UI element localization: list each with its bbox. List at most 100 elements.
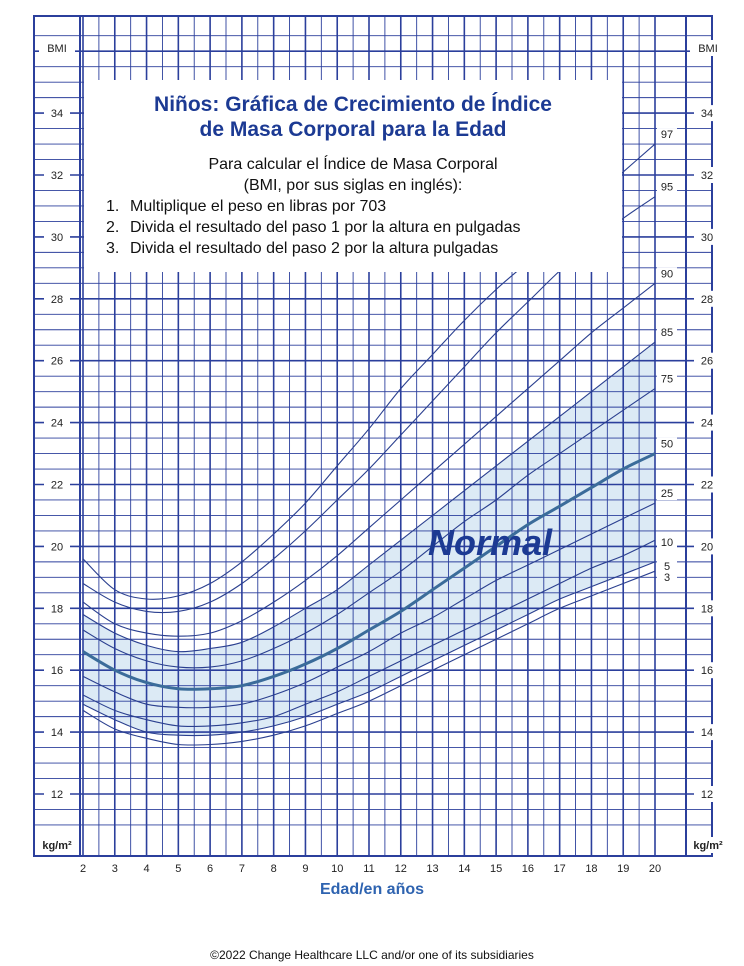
percentile-label-25: 25 (661, 488, 673, 500)
y-tick-bg (44, 538, 70, 555)
x-tick-label: 3 (112, 863, 118, 875)
y-tick-label-right: 18 (701, 603, 713, 615)
y-tick-bg (44, 786, 70, 802)
calc-step-number: 3. (106, 240, 120, 257)
y-tick-bg (694, 167, 720, 183)
calc-step: 2. Divida el resultado del paso 1 por la … (106, 217, 622, 238)
x-tick-label: 18 (585, 863, 597, 875)
percentile-label-bg (657, 180, 677, 194)
y-tick-bg (694, 600, 720, 617)
y-tick-label-left: 30 (51, 232, 63, 244)
unit-label-bg (688, 837, 728, 853)
axis-label-bg (39, 40, 75, 56)
y-tick-bg (694, 290, 720, 307)
y-tick-bg (694, 662, 720, 679)
y-tick-label-right: 34 (701, 108, 713, 120)
x-tick-label: 6 (207, 863, 213, 875)
percentile-label-10: 10 (661, 537, 673, 549)
percentile-label-bg (657, 437, 677, 451)
copyright-footer: ©2022 Change Healthcare LLC and/or one o… (210, 948, 534, 962)
normal-band-label: Normal (428, 522, 553, 563)
x-tick-label: 11 (363, 863, 374, 875)
y-tick-label-right: 20 (701, 541, 713, 553)
y-tick-bg (44, 352, 70, 369)
percentile-label-bg (657, 536, 677, 550)
percentile-curve-5 (82, 561, 656, 737)
calc-step: 1. Multiplique el peso en libras por 703 (106, 196, 622, 217)
calc-step-number: 1. (106, 198, 120, 215)
x-tick-label: 13 (426, 863, 438, 875)
x-tick-label: 14 (458, 863, 470, 875)
chart-info-box: Niños: Gráfica de Crecimiento de Índice … (84, 80, 622, 272)
x-tick-label: 19 (617, 863, 629, 875)
x-axis-title: Edad/en años (320, 881, 424, 898)
y-tick-bg (44, 414, 70, 431)
chart-title-line2: de Masa Corporal para la Edad (199, 118, 507, 141)
percentile-label-97: 97 (661, 129, 673, 141)
percentile-label-bg (657, 571, 677, 585)
y-tick-label-right: 14 (701, 727, 713, 739)
percentile-label-bg (657, 487, 677, 501)
x-tick-label: 5 (175, 863, 181, 875)
percentile-curve-85 (82, 341, 656, 653)
percentile-label-bg (657, 128, 677, 142)
y-tick-bg (44, 105, 70, 122)
calc-step-text: Multiplique el peso en libras por 703 (130, 198, 387, 215)
y-tick-bg (44, 600, 70, 617)
x-tick-label: 15 (490, 863, 502, 875)
calc-step: 3. Divida el resultado del paso 2 por la … (106, 238, 622, 259)
calc-steps-list: 1. Multiplique el peso en libras por 703 … (84, 196, 622, 259)
y-tick-label-left: 16 (51, 665, 63, 677)
y-tick-label-left: 24 (51, 418, 63, 430)
percentile-curve-50 (82, 452, 656, 691)
y-tick-label-left: 14 (51, 727, 63, 739)
x-tick-label: 16 (522, 863, 534, 875)
y-tick-label-left: 20 (51, 541, 63, 553)
y-tick-bg (694, 538, 720, 555)
y-tick-label-right: 24 (701, 418, 713, 430)
x-tick-label: 20 (649, 863, 661, 875)
y-tick-label-left: 34 (51, 108, 63, 120)
y-tick-bg (44, 228, 70, 245)
y-tick-label-right: 30 (701, 232, 713, 244)
chart-title: Niños: Gráfica de Crecimiento de Índice (154, 93, 552, 116)
percentile-label-5: 5 (664, 561, 670, 573)
y-tick-bg (694, 786, 720, 802)
y-tick-label-right: 12 (701, 789, 713, 801)
calc-step-text: Divida el resultado del paso 1 por la al… (130, 219, 521, 236)
y-tick-label-left: 12 (51, 789, 63, 801)
axis-label-bg (690, 40, 726, 56)
percentile-curve-25 (82, 502, 656, 709)
y-tick-label-left: 28 (51, 294, 63, 306)
y-tick-bg (44, 290, 70, 307)
percentile-curve-75 (82, 388, 656, 669)
unit-label-bg (37, 837, 77, 853)
calc-intro-2: (BMI, por sus siglas en inglés): (243, 177, 463, 194)
y-tick-label-left: 26 (51, 356, 63, 368)
percentile-label-3: 3 (664, 572, 670, 584)
y-tick-label-left: 22 (51, 480, 63, 492)
y-axis-label-right: BMI (698, 43, 718, 55)
y-tick-bg (694, 414, 720, 431)
x-tick-label: 12 (395, 863, 407, 875)
calc-step-number: 2. (106, 219, 120, 236)
y-tick-label-right: 32 (701, 170, 713, 182)
x-tick-label: 2 (80, 863, 86, 875)
calc-intro-1: Para calcular el Índice de Masa Corporal (208, 156, 498, 173)
percentile-label-bg (657, 559, 677, 573)
y-tick-bg (44, 476, 70, 493)
top-mask (0, 0, 744, 15)
percentile-label-95: 95 (661, 182, 673, 194)
y-tick-label-left: 18 (51, 603, 63, 615)
y-tick-bg (694, 228, 720, 245)
chart-frame (33, 15, 713, 857)
y-unit-label-left: kg/m² (42, 840, 72, 852)
y-tick-label-right: 26 (701, 356, 713, 368)
percentile-curve-3 (82, 570, 656, 746)
y-tick-label-right: 28 (701, 294, 713, 306)
percentile-label-bg (657, 372, 677, 386)
percentile-label-90: 90 (661, 268, 673, 280)
y-unit-label-right: kg/m² (693, 840, 723, 852)
y-axis-label-left: BMI (47, 43, 67, 55)
